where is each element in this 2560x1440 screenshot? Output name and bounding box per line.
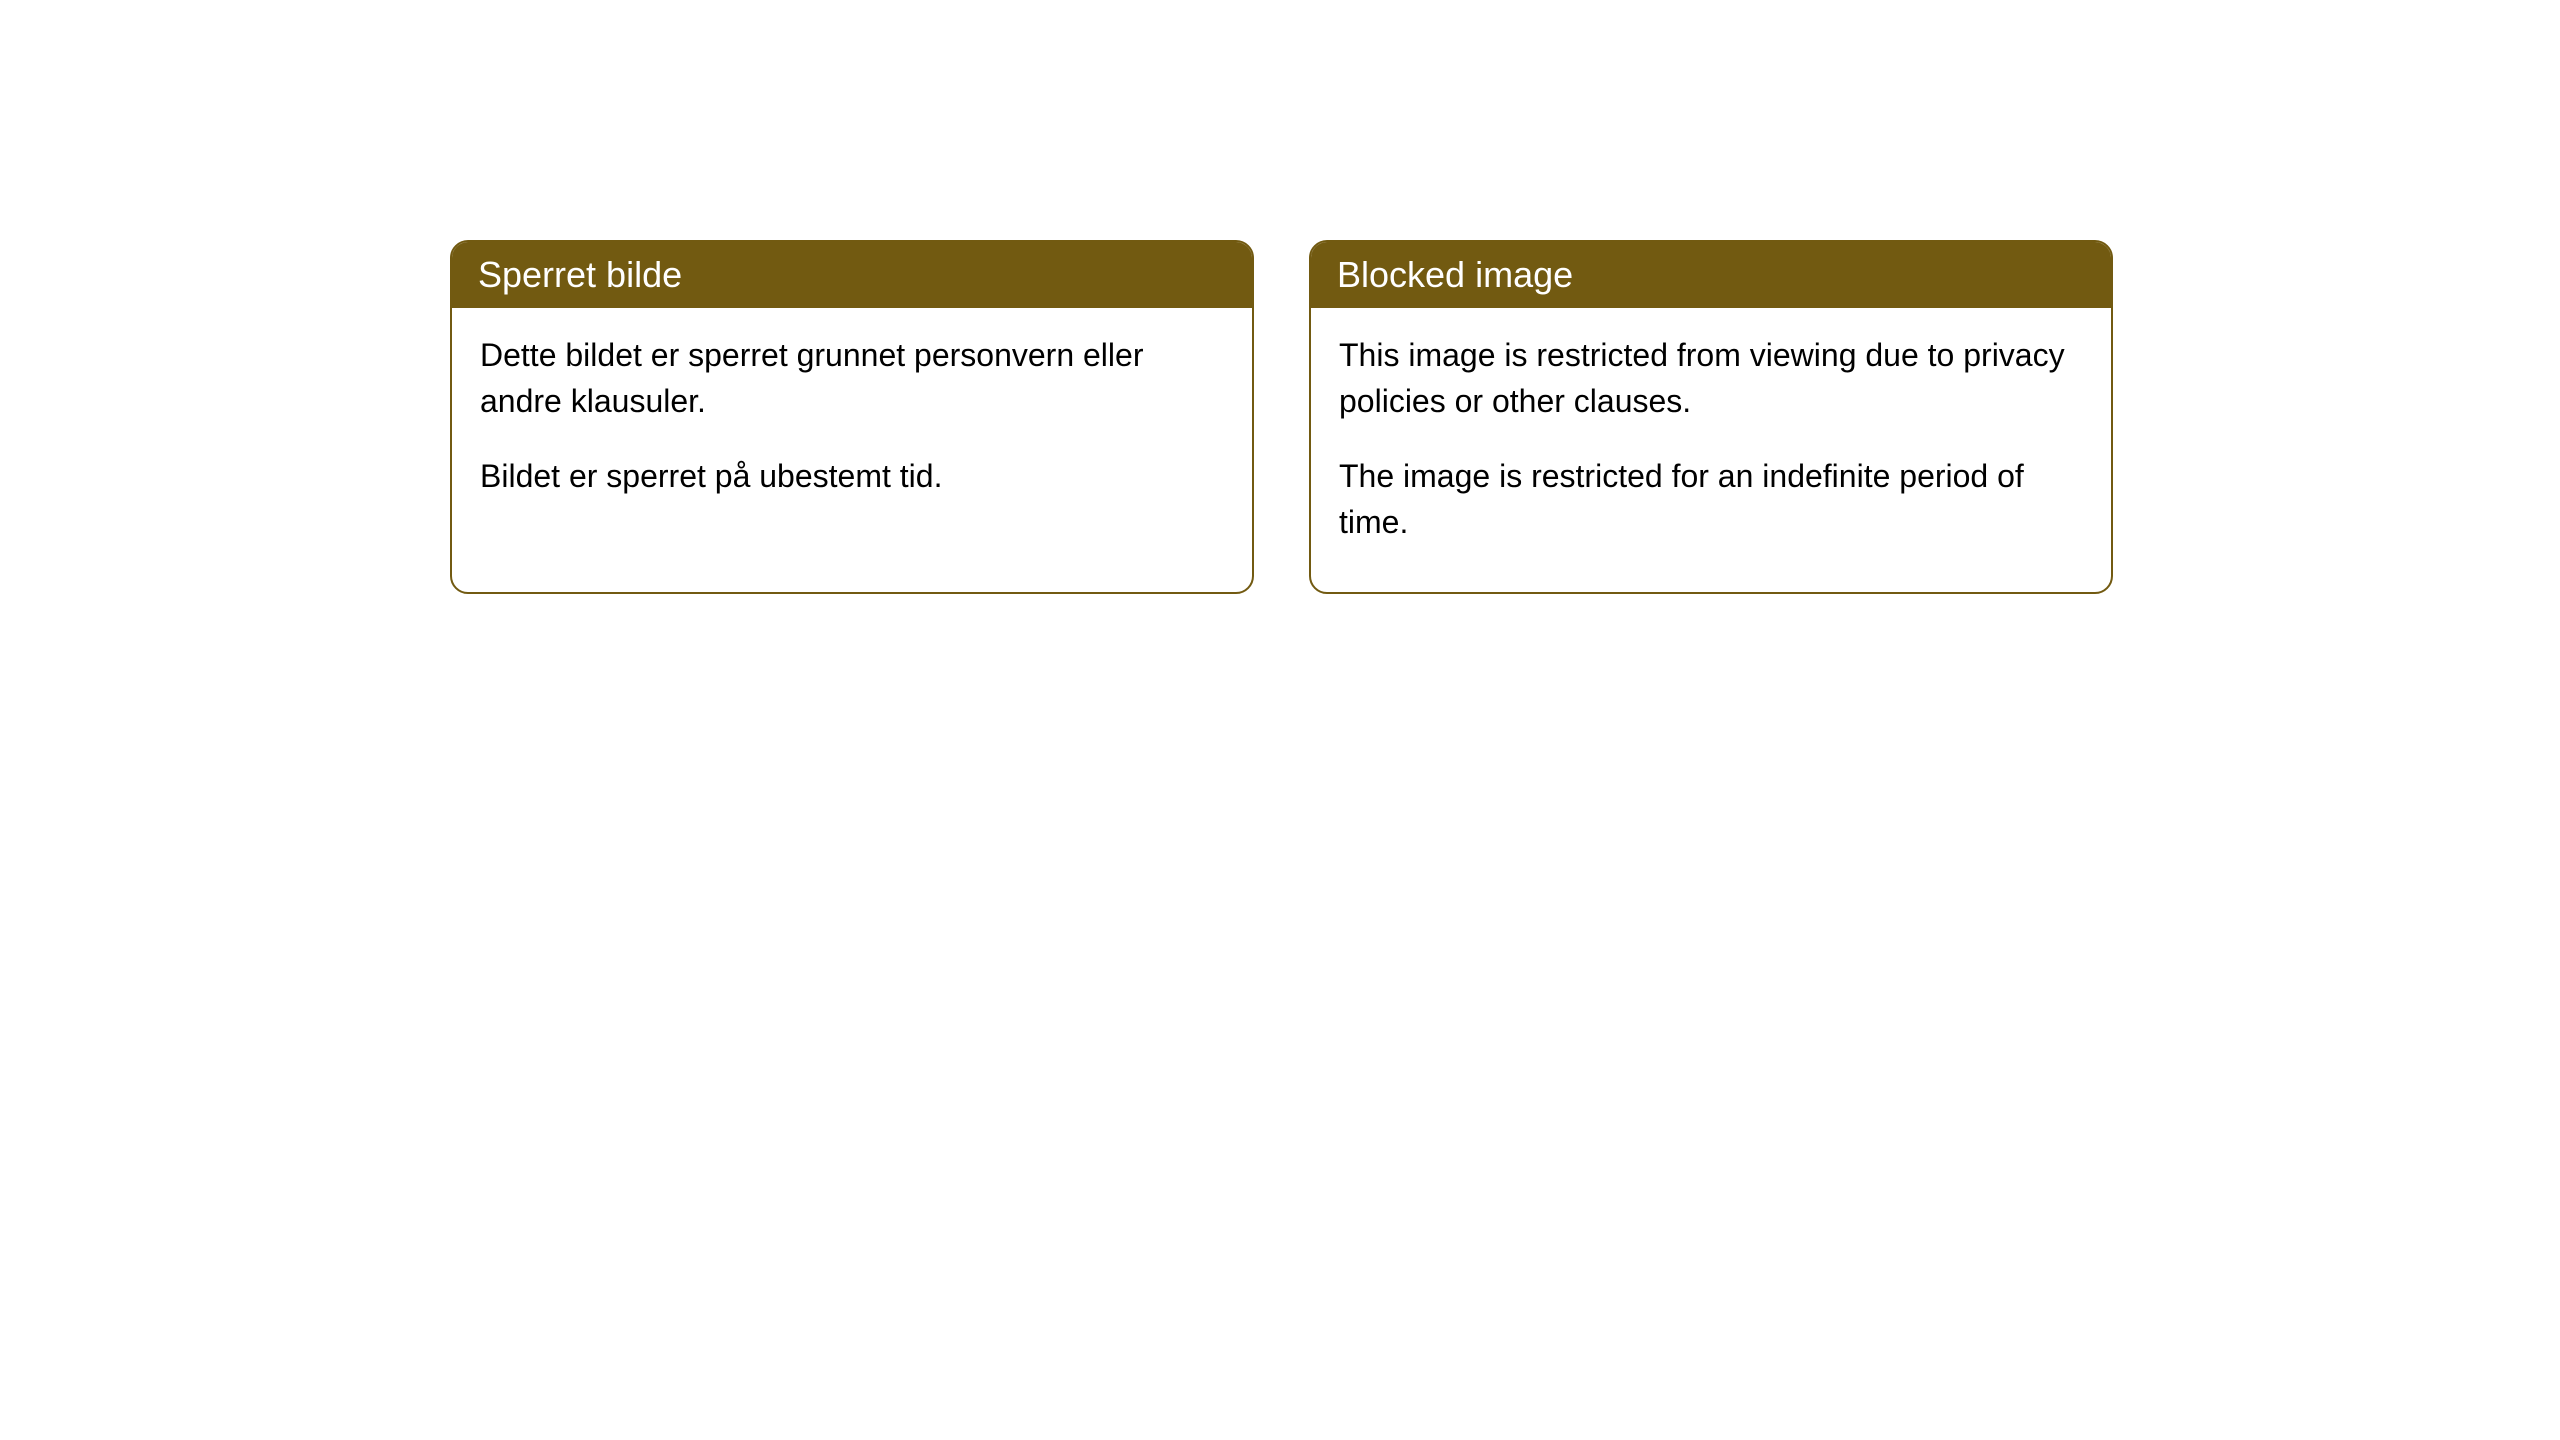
notice-card-norwegian: Sperret bilde Dette bildet er sperret gr…	[450, 240, 1254, 594]
notice-cards-container: Sperret bilde Dette bildet er sperret gr…	[450, 240, 2113, 594]
card-paragraph: Dette bildet er sperret grunnet personve…	[480, 332, 1224, 425]
card-body-norwegian: Dette bildet er sperret grunnet personve…	[452, 308, 1252, 545]
card-title: Blocked image	[1337, 254, 1573, 295]
card-header-english: Blocked image	[1311, 242, 2111, 308]
notice-card-english: Blocked image This image is restricted f…	[1309, 240, 2113, 594]
card-paragraph: Bildet er sperret på ubestemt tid.	[480, 453, 1224, 499]
card-header-norwegian: Sperret bilde	[452, 242, 1252, 308]
card-title: Sperret bilde	[478, 254, 682, 295]
card-body-english: This image is restricted from viewing du…	[1311, 308, 2111, 592]
card-paragraph: The image is restricted for an indefinit…	[1339, 453, 2083, 546]
card-paragraph: This image is restricted from viewing du…	[1339, 332, 2083, 425]
